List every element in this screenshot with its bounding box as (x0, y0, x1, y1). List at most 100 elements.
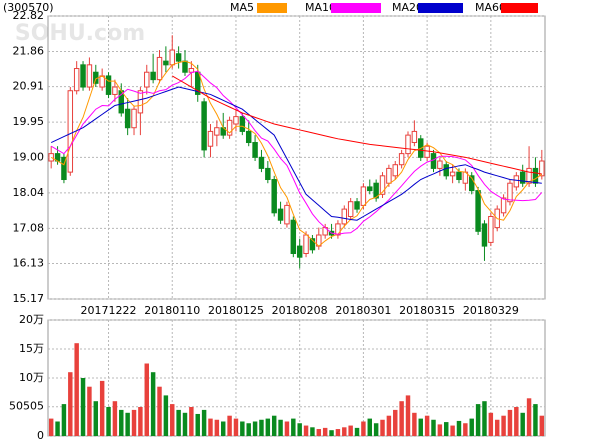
volume-bar (297, 423, 302, 436)
candle-body (258, 156, 265, 169)
candle-body (443, 164, 449, 177)
candle-body (488, 216, 494, 243)
volume-bar (463, 423, 468, 436)
candle-body (195, 71, 201, 95)
candle-body (430, 153, 437, 169)
candle-body (379, 175, 386, 195)
candle-body (67, 90, 74, 173)
volume-bar (291, 418, 296, 436)
volume-bar (310, 427, 315, 436)
volume-bar (150, 372, 156, 436)
candle-body (507, 182, 513, 203)
candle-body (347, 201, 354, 218)
volume-tick-label: 15万 (19, 342, 44, 355)
volume-bar (246, 423, 251, 436)
x-tick-label: 20180125 (208, 304, 264, 317)
volume-bar (87, 386, 92, 436)
candle-body (405, 134, 411, 155)
volume-tick-label: 20万 (19, 313, 44, 326)
volume-bar (399, 401, 404, 436)
candle-body (271, 179, 277, 214)
y-tick-label: 15.17 (13, 292, 45, 305)
candle-body (245, 130, 252, 144)
candle-body (360, 186, 367, 206)
volume-bar (170, 404, 175, 436)
volume-bar (380, 419, 385, 436)
legend-label: MA5 (230, 1, 254, 14)
candle-body (335, 223, 341, 236)
x-tick-label: 20180301 (335, 304, 391, 317)
volume-bar (227, 415, 232, 436)
volume-bar (99, 380, 105, 436)
candle-body (386, 167, 392, 184)
volume-bar (475, 404, 481, 436)
volume-bar (208, 418, 213, 436)
legend-label: MA20 (392, 1, 423, 14)
volume-bar (61, 404, 67, 436)
legend-swatch (257, 3, 287, 13)
x-tick-label: 20180110 (144, 304, 200, 317)
volume-bar (450, 425, 455, 436)
ma-line (50, 70, 543, 235)
volume-bar (437, 424, 443, 436)
volume-bar (361, 421, 366, 436)
volume-bar (93, 401, 99, 436)
candle-body (112, 86, 118, 95)
candle-body (150, 71, 156, 81)
volume-bar (131, 409, 137, 436)
volume-bar (354, 427, 360, 436)
volume-bar (233, 418, 239, 436)
candle-body (526, 167, 532, 184)
candle-body (290, 219, 297, 254)
candle-body (539, 160, 545, 177)
x-tick-label: 20171222 (81, 304, 137, 317)
volume-bar (106, 407, 111, 436)
volume-bar (195, 413, 200, 436)
volume-bar (386, 415, 392, 436)
volume-bar (418, 418, 423, 436)
ma-line (171, 75, 542, 175)
candle-body (182, 60, 188, 73)
candle-body (456, 171, 462, 181)
y-tick-label: 19.95 (13, 115, 45, 128)
volume-bar (80, 378, 86, 436)
stock-code: (300570) (3, 1, 54, 14)
y-tick-label: 20.91 (13, 80, 45, 93)
volume-tick-label: 50505 (9, 400, 44, 413)
volume-bar (278, 419, 283, 436)
volume-bar (526, 398, 532, 436)
volume-bar (259, 419, 264, 436)
candle-body (392, 164, 398, 177)
volume-tick-label: 0 (37, 429, 44, 440)
y-tick-label: 18.04 (13, 186, 45, 199)
volume-bar (74, 343, 79, 436)
candle-body (201, 101, 207, 151)
candle-body (156, 56, 163, 81)
volume-bar (176, 409, 181, 436)
candle-body (398, 153, 405, 166)
ma-line (50, 60, 543, 247)
volume-bar (444, 422, 449, 436)
legend-label: MA10 (305, 1, 336, 14)
volume-bar (112, 401, 118, 436)
candle-body (373, 182, 379, 199)
volume-bar (214, 419, 220, 436)
volume-bar (501, 415, 506, 436)
candle-body (367, 186, 373, 192)
volume-bar (240, 421, 245, 436)
candle-body (175, 53, 182, 62)
candle-body (137, 90, 144, 114)
candle-body (437, 160, 443, 169)
volume-bar (182, 412, 188, 436)
candle-body (207, 130, 214, 147)
candle-body (449, 171, 456, 177)
x-tick-label: 20180329 (463, 304, 519, 317)
y-tick-label: 16.13 (13, 256, 45, 269)
volume-bar (220, 421, 226, 436)
candle-body (163, 60, 169, 66)
candle-body (169, 49, 175, 66)
legend-swatch (331, 3, 381, 13)
candle-body (532, 167, 539, 184)
candle-body (284, 204, 290, 225)
